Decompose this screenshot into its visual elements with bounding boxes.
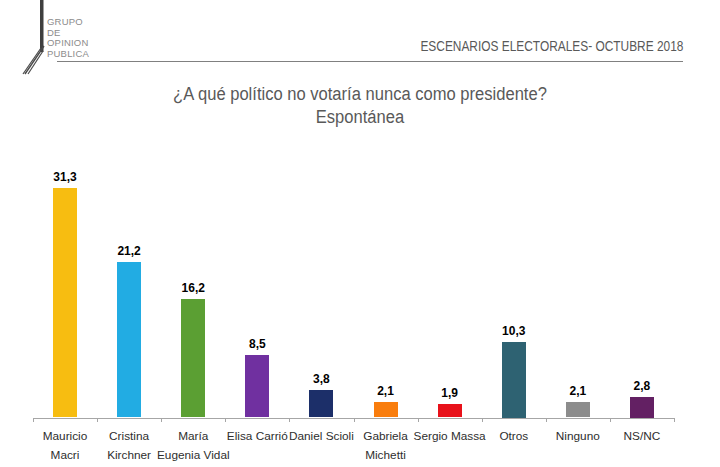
x-axis-tick (354, 418, 355, 422)
bar-value-label: 31,3 (35, 169, 95, 185)
bar (438, 404, 462, 418)
bar-value-label: 2,8 (612, 378, 672, 394)
bar (374, 402, 398, 417)
x-axis-label-line: Michetti (338, 446, 434, 465)
bar-value-label: 2,1 (548, 383, 608, 399)
bar (117, 262, 141, 417)
slide: GRUPO DE OPINION PUBLICA ESCENARIOS ELEC… (0, 0, 720, 467)
x-axis-tick (674, 418, 675, 422)
bar-chart: 31,3MauricioMacri21,2CristinaKirchner16,… (0, 0, 720, 467)
x-axis-label-line: Eugenia Vidal (145, 446, 241, 465)
bar-value-label: 1,9 (420, 385, 480, 401)
x-axis-tick (546, 418, 547, 422)
x-axis-tick (610, 418, 611, 422)
x-axis-tick (225, 418, 226, 422)
bar (309, 390, 333, 418)
bar-value-label: 8,5 (227, 336, 287, 352)
x-axis-tick (97, 418, 98, 422)
x-axis-tick (161, 418, 162, 422)
x-axis-tick (33, 418, 34, 422)
bar (245, 355, 269, 417)
bar-value-label: 10,3 (484, 323, 544, 339)
x-axis-tick (289, 418, 290, 422)
x-axis-tick (482, 418, 483, 422)
bar-value-label: 2,1 (356, 383, 416, 399)
bar (53, 188, 77, 417)
bar-value-label: 21,2 (99, 243, 159, 259)
bar (566, 402, 590, 417)
x-axis-tick (418, 418, 419, 422)
bar (181, 299, 205, 418)
x-axis-label: NS/NC (594, 427, 690, 446)
x-axis-label-line: NS/NC (594, 427, 690, 446)
bar (630, 397, 654, 418)
bar (502, 342, 526, 418)
bar-value-label: 3,8 (291, 371, 351, 387)
bar-value-label: 16,2 (163, 280, 223, 296)
